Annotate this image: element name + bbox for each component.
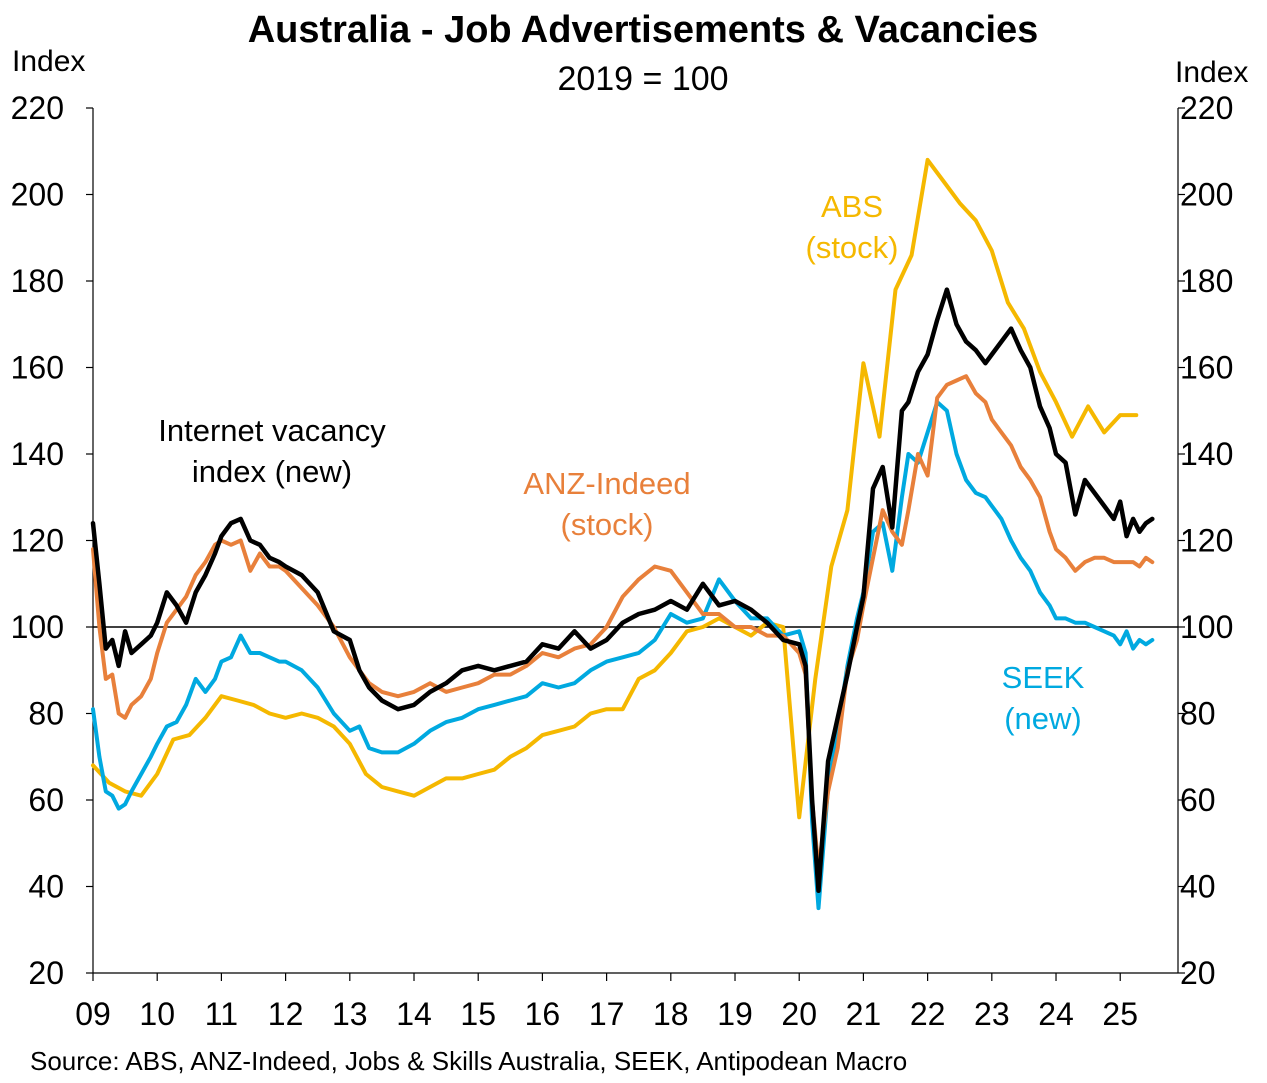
left-y-tick-label: 20 <box>28 955 64 991</box>
right-y-tick-label: 80 <box>1180 696 1216 732</box>
x-tick-label: 11 <box>205 996 238 1032</box>
series-seek-line <box>91 400 1155 911</box>
source-note: Source: ABS, ANZ-Indeed, Jobs & Skills A… <box>30 1046 907 1076</box>
label-anz-indeed-line-2: (stock) <box>561 507 654 542</box>
right-y-tick-label: 200 <box>1180 177 1233 213</box>
x-tick-label: 19 <box>717 996 753 1032</box>
right-y-tick-label: 100 <box>1180 609 1233 645</box>
left-axis-label: Index <box>12 45 85 78</box>
left-y-tick-label: 180 <box>11 263 64 299</box>
series-abs-line <box>91 157 1139 820</box>
label-abs-line-2: (stock) <box>806 230 899 265</box>
series-anz-indeed-line <box>91 374 1155 872</box>
x-tick-label: 22 <box>910 996 946 1032</box>
right-y-tick-label: 140 <box>1180 436 1233 472</box>
label-seek-line-2: (new) <box>1004 701 1082 736</box>
x-tick-label: 09 <box>75 996 111 1032</box>
left-y-tick-label: 100 <box>11 609 64 645</box>
label-internet-vacancy-line-1: Internet vacancy <box>158 413 386 448</box>
x-tick-label: 20 <box>781 996 817 1032</box>
right-y-tick-label: 180 <box>1180 263 1233 299</box>
x-tick-label: 24 <box>1038 996 1074 1032</box>
x-tick-label: 12 <box>268 996 304 1032</box>
label-internet-vacancy-line-2: index (new) <box>192 454 352 489</box>
series-lines <box>90 157 1155 911</box>
left-y-tick-label: 160 <box>11 350 64 386</box>
left-y-tick-label: 80 <box>28 696 64 732</box>
label-abs-line-1: ABS <box>821 189 883 224</box>
x-tick-label: 17 <box>589 996 625 1032</box>
right-y-tick-label: 120 <box>1180 523 1233 559</box>
x-tick-label: 10 <box>139 996 175 1032</box>
right-y-tick-label: 40 <box>1180 869 1216 905</box>
x-tick-label: 23 <box>974 996 1010 1032</box>
x-tick-label: 16 <box>525 996 561 1032</box>
x-tick-label: 14 <box>396 996 432 1032</box>
series-labels: ABS (stock) SEEK (new) ANZ-Indeed (stock) Inte… <box>158 189 1084 736</box>
x-tick-label: 13 <box>332 996 368 1032</box>
left-y-tick-label: 120 <box>11 523 64 559</box>
chart-title: Australia - Job Advertisements & Vacanci… <box>248 9 1039 51</box>
right-y-tick-label: 220 <box>1180 90 1233 126</box>
left-y-tick-label: 40 <box>28 869 64 905</box>
chart-subtitle: 2019 = 100 <box>557 60 728 98</box>
right-axis-label: Index <box>1175 56 1248 89</box>
left-y-tick-label: 140 <box>11 436 64 472</box>
right-y-tick-label: 160 <box>1180 350 1233 386</box>
label-anz-indeed-line-1: ANZ-Indeed <box>523 466 690 501</box>
label-seek-line-1: SEEK <box>1002 660 1085 695</box>
series-internet-vacancy-line <box>90 287 1155 894</box>
left-y-tick-label: 60 <box>28 782 64 818</box>
x-tick-label: 21 <box>846 996 882 1032</box>
x-tick-label: 25 <box>1102 996 1138 1032</box>
x-tick-label: 15 <box>460 996 496 1032</box>
right-y-tick-label: 60 <box>1180 782 1216 818</box>
left-y-tick-label: 200 <box>11 177 64 213</box>
left-y-tick-label: 220 <box>11 90 64 126</box>
right-y-tick-label: 20 <box>1180 955 1216 991</box>
x-tick-label: 18 <box>653 996 689 1032</box>
